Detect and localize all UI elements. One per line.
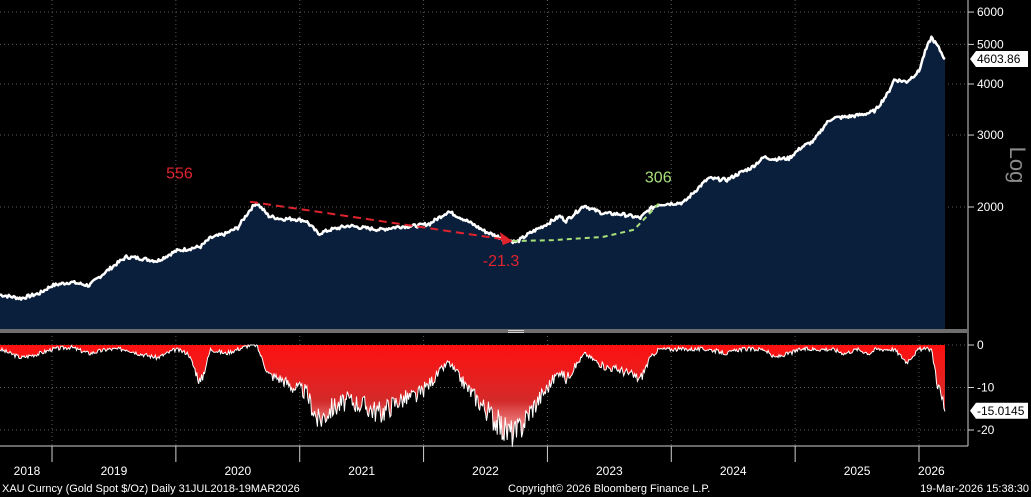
price-axis-ticks: 2000 3000 4000 5000 6000 — [968, 5, 1004, 214]
drawdown-axis-ticks: 0 -10 -20 — [968, 338, 995, 437]
decline-arrowhead — [499, 232, 513, 246]
last-drawdown-value: -15.0145 — [977, 404, 1025, 418]
footer-bar — [0, 480, 1031, 497]
footer-security-description: XAU Curncy (Gold Spot $/Oz) Daily 31JUL2… — [2, 483, 300, 495]
recovery-dashed-line — [512, 202, 660, 243]
price-tick-label: 5000 — [977, 37, 1004, 51]
log-scale-label: Log — [1005, 147, 1030, 184]
x-tick-label: 2018 — [14, 464, 41, 478]
footer-timestamp: 19-Mar-2026 15:38:30 — [920, 483, 1029, 495]
drawdown-line — [0, 343, 946, 448]
x-tick-label: 2023 — [596, 464, 623, 478]
drawdown-tick-label: 0 — [977, 338, 984, 352]
last-price-box: 4603.86 — [970, 51, 1028, 68]
panel-divider-grip-icon-2[interactable] — [508, 332, 524, 333]
x-tick-label: 2019 — [101, 464, 128, 478]
top-panel-grid — [0, 11, 968, 208]
x-axis-ticks: 2018 2019 2020 2021 2022 2023 2024 2025 2026 — [14, 446, 945, 478]
panel-divider-grip-icon[interactable] — [508, 330, 524, 331]
x-tick-label: 2025 — [844, 464, 871, 478]
last-price-value: 4603.86 — [977, 52, 1021, 66]
footer-copyright: Copyright© 2026 Bloomberg Finance L.P. — [508, 483, 710, 495]
drawdown-area — [0, 345, 945, 447]
annotation-drawdown: -21.3 — [483, 253, 520, 270]
price-tick-label: 6000 — [977, 5, 1004, 19]
annotation-gain-2022-2023: 306 — [645, 169, 672, 186]
x-tick-label: 2021 — [348, 464, 375, 478]
x-tick-label: 2026 — [918, 464, 945, 478]
x-tick-label: 2022 — [472, 464, 499, 478]
price-tick-label: 3000 — [977, 128, 1004, 142]
price-tick-label: 4000 — [977, 77, 1004, 91]
drawdown-tick-label: -20 — [977, 423, 995, 437]
panel-divider[interactable] — [0, 329, 967, 333]
annotation-gain-2018-2020: 556 — [166, 166, 193, 183]
decline-dashed-line — [250, 200, 503, 241]
drawdown-tick-label: -10 — [977, 381, 995, 395]
last-drawdown-box: -15.0145 — [970, 402, 1028, 419]
price-area — [0, 36, 945, 330]
price-tick-label: 2000 — [977, 200, 1004, 214]
x-tick-label: 2024 — [720, 464, 747, 478]
x-tick-label: 2020 — [224, 464, 251, 478]
price-line — [0, 35, 946, 301]
